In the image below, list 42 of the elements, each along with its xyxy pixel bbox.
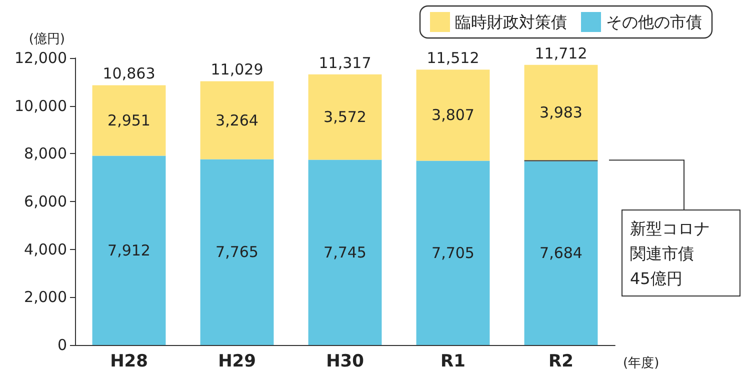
total-label: 10,863 bbox=[102, 64, 156, 83]
total-label: 11,512 bbox=[426, 49, 480, 68]
bar bbox=[416, 70, 490, 161]
bar bbox=[92, 85, 166, 156]
x-tick-label: H29 bbox=[218, 352, 256, 372]
y-tick-label: 0 bbox=[57, 336, 67, 354]
text: 新型コロナ関連市債45億円 bbox=[630, 219, 710, 288]
bar bbox=[200, 159, 274, 345]
y-tick-label: 4,000 bbox=[24, 240, 67, 258]
data-label: 3,572 bbox=[324, 108, 366, 126]
y-tick-label: 8,000 bbox=[24, 144, 67, 163]
x-tick-label: H28 bbox=[110, 352, 148, 372]
x-tick-label: H30 bbox=[326, 352, 364, 372]
x-axis-title: (年度) bbox=[623, 355, 660, 371]
total-label: 11,317 bbox=[318, 54, 372, 72]
data-label: 7,765 bbox=[216, 243, 258, 262]
bar bbox=[308, 74, 382, 160]
data-label: 7,745 bbox=[324, 243, 366, 262]
bar bbox=[524, 161, 598, 345]
data-label: 3,264 bbox=[216, 111, 258, 130]
y-axis-title: (億円) bbox=[28, 32, 65, 47]
y-tick-label: 10,000 bbox=[14, 96, 67, 115]
data-label: 7,912 bbox=[108, 241, 150, 260]
y-tick-label: 6,000 bbox=[24, 192, 67, 210]
total-label: 11,029 bbox=[210, 60, 264, 79]
y-tick-label: 12,000 bbox=[14, 49, 67, 67]
total-label: 11,712 bbox=[534, 44, 588, 62]
bar bbox=[200, 81, 274, 160]
x-tick-label: R1 bbox=[440, 352, 466, 372]
y-tick-label: 2,000 bbox=[24, 288, 67, 306]
bar bbox=[308, 160, 382, 345]
bar bbox=[92, 156, 166, 345]
bar bbox=[416, 160, 490, 345]
data-label: 3,807 bbox=[432, 106, 474, 124]
data-label: 7,684 bbox=[540, 244, 582, 262]
data-label: 2,951 bbox=[108, 111, 150, 130]
x-tick-label: R2 bbox=[548, 352, 574, 372]
data-label: 7,705 bbox=[432, 244, 474, 262]
legend-label: 臨時財政対策債 bbox=[455, 12, 567, 32]
bar bbox=[524, 64, 598, 160]
legend-label: その他の市債 bbox=[606, 12, 702, 32]
data-label: 3,983 bbox=[540, 104, 582, 122]
